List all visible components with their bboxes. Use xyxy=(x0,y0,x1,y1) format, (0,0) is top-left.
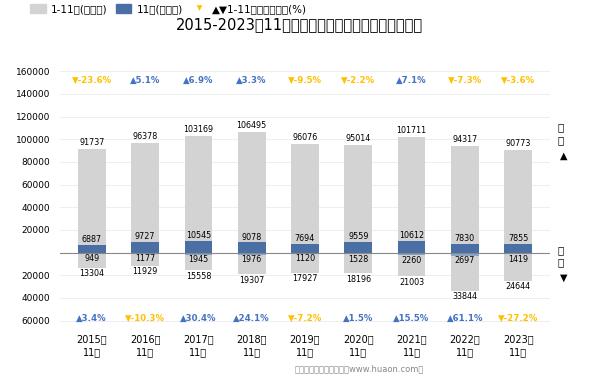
Text: ▲6.9%: ▲6.9% xyxy=(183,76,213,85)
Text: 进: 进 xyxy=(557,245,563,255)
Text: 96378: 96378 xyxy=(132,132,158,141)
Text: 2697: 2697 xyxy=(454,256,475,265)
Text: 18196: 18196 xyxy=(346,274,371,284)
Bar xyxy=(185,136,212,253)
Text: 1976: 1976 xyxy=(242,255,262,264)
Text: ▲15.5%: ▲15.5% xyxy=(393,314,430,323)
Text: 33844: 33844 xyxy=(452,292,477,301)
Bar xyxy=(131,143,159,253)
Text: 7830: 7830 xyxy=(455,234,475,243)
Text: 21003: 21003 xyxy=(399,278,424,287)
Bar xyxy=(238,242,266,253)
Text: 9727: 9727 xyxy=(135,232,155,241)
Bar xyxy=(451,244,479,253)
Bar xyxy=(78,148,106,253)
Bar xyxy=(504,150,532,253)
Text: 24644: 24644 xyxy=(506,282,531,291)
Text: 90773: 90773 xyxy=(505,139,531,148)
Text: ▲61.1%: ▲61.1% xyxy=(447,314,483,323)
Bar xyxy=(238,253,266,274)
Text: 94317: 94317 xyxy=(452,135,478,144)
Text: ▲7.1%: ▲7.1% xyxy=(396,76,427,85)
Text: 13304: 13304 xyxy=(80,269,104,278)
Bar xyxy=(78,245,106,253)
Text: 949: 949 xyxy=(84,254,99,263)
Text: 1528: 1528 xyxy=(348,255,368,264)
Text: 19307: 19307 xyxy=(239,276,264,285)
Text: 95014: 95014 xyxy=(346,134,371,143)
Legend: 1-11月(万美元), 11月(万美元), ▲▼1-11月同比增长率(%): 1-11月(万美元), 11月(万美元), ▲▼1-11月同比增长率(%) xyxy=(26,0,311,18)
Text: ▼-7.2%: ▼-7.2% xyxy=(288,314,322,323)
Text: ▼-2.2%: ▼-2.2% xyxy=(341,76,376,85)
Bar xyxy=(185,253,212,270)
Text: 2015-2023年11月中国与拉脱维亚进、出口商品总值: 2015-2023年11月中国与拉脱维亚进、出口商品总值 xyxy=(175,17,423,32)
Text: 10612: 10612 xyxy=(399,231,424,240)
Bar xyxy=(504,253,532,254)
Text: 出: 出 xyxy=(557,122,563,132)
Bar xyxy=(291,253,319,273)
Text: 1945: 1945 xyxy=(188,255,209,264)
Text: 9078: 9078 xyxy=(242,233,262,242)
Bar xyxy=(238,132,266,253)
Text: ▲3.4%: ▲3.4% xyxy=(77,314,107,323)
Text: ▼-23.6%: ▼-23.6% xyxy=(72,76,112,85)
Bar xyxy=(185,253,212,255)
Text: ▼-9.5%: ▼-9.5% xyxy=(288,76,322,85)
Text: ▼-27.2%: ▼-27.2% xyxy=(498,314,538,323)
Text: 96076: 96076 xyxy=(292,133,318,142)
Bar xyxy=(398,253,425,255)
Text: ▼: ▼ xyxy=(560,273,568,283)
Text: 10545: 10545 xyxy=(186,231,211,240)
Text: 11929: 11929 xyxy=(132,267,158,276)
Bar xyxy=(398,240,425,253)
Text: 15558: 15558 xyxy=(186,272,211,280)
Text: 7855: 7855 xyxy=(508,234,529,243)
Text: 1177: 1177 xyxy=(135,255,155,264)
Text: ▲3.3%: ▲3.3% xyxy=(236,76,267,85)
Bar xyxy=(451,253,479,256)
Bar xyxy=(398,253,425,276)
Text: 17927: 17927 xyxy=(292,274,318,283)
Text: 7694: 7694 xyxy=(295,234,315,243)
Bar xyxy=(344,253,372,254)
Text: ▼-10.3%: ▼-10.3% xyxy=(125,314,165,323)
Text: ▲5.1%: ▲5.1% xyxy=(130,76,160,85)
Bar xyxy=(291,253,319,254)
Text: 1120: 1120 xyxy=(295,254,315,263)
Text: ▲1.5%: ▲1.5% xyxy=(343,314,374,323)
Text: 6887: 6887 xyxy=(82,235,102,244)
Text: 103169: 103169 xyxy=(184,124,213,134)
Text: ▲24.1%: ▲24.1% xyxy=(233,314,270,323)
Bar xyxy=(131,253,159,254)
Text: 91737: 91737 xyxy=(79,138,105,147)
Bar xyxy=(291,144,319,253)
Bar xyxy=(451,253,479,291)
Text: ▲30.4%: ▲30.4% xyxy=(180,314,216,323)
Bar xyxy=(78,253,106,254)
Bar xyxy=(131,242,159,253)
Text: 口: 口 xyxy=(557,135,563,145)
Bar xyxy=(344,242,372,253)
Text: 制图：华经产业研究院（www.huaon.com）: 制图：华经产业研究院（www.huaon.com） xyxy=(294,364,423,373)
Bar xyxy=(131,253,159,266)
Bar xyxy=(238,253,266,255)
Bar xyxy=(451,146,479,253)
Text: 9559: 9559 xyxy=(348,232,368,241)
Bar xyxy=(344,145,372,253)
Bar xyxy=(291,244,319,253)
Bar xyxy=(398,137,425,253)
Bar xyxy=(344,253,372,273)
Text: 2260: 2260 xyxy=(401,256,422,265)
Text: ▼-3.6%: ▼-3.6% xyxy=(501,76,535,85)
Text: ▲: ▲ xyxy=(560,150,568,160)
Text: 101711: 101711 xyxy=(396,126,426,135)
Text: 口: 口 xyxy=(557,258,563,267)
Text: ▼-7.3%: ▼-7.3% xyxy=(448,76,482,85)
Bar xyxy=(504,253,532,280)
Bar xyxy=(185,241,212,253)
Text: 1419: 1419 xyxy=(508,255,528,264)
Text: 106495: 106495 xyxy=(237,121,267,130)
Bar xyxy=(504,244,532,253)
Bar xyxy=(78,253,106,268)
